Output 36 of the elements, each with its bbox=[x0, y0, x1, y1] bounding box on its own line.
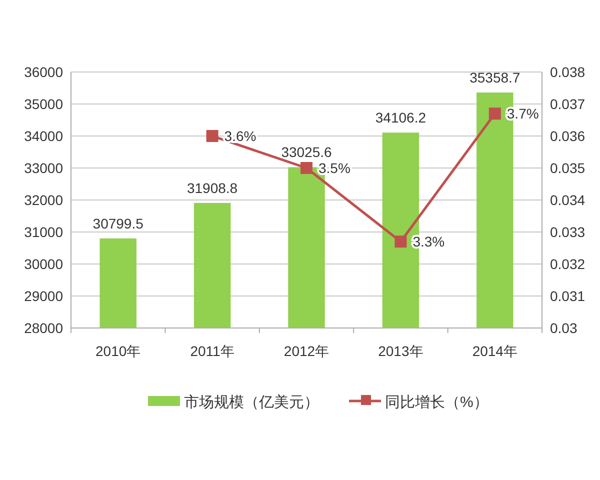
x-tick-label: 2012年 bbox=[284, 343, 330, 359]
y2-tick-label: 0.03 bbox=[550, 320, 578, 336]
y2-tick-label: 0.034 bbox=[550, 192, 586, 208]
y2-tick-label: 0.031 bbox=[550, 288, 586, 304]
x-tick-label: 2013年 bbox=[378, 343, 424, 359]
data-label: 34106.2 bbox=[375, 110, 426, 126]
y2-tick-label: 0.038 bbox=[550, 64, 586, 80]
data-label: 35358.7 bbox=[470, 70, 520, 86]
point bbox=[394, 236, 407, 248]
y-tick-label: 30000 bbox=[24, 256, 64, 272]
y-tick-label: 28000 bbox=[24, 320, 64, 336]
y-tick-label: 36000 bbox=[24, 64, 64, 80]
y2-tick-label: 0.033 bbox=[550, 224, 586, 240]
legend-label: 同比增长（%） bbox=[385, 394, 488, 411]
data-label: 31908.8 bbox=[186, 180, 238, 196]
legend-label: 市场规模（亿美元） bbox=[184, 394, 319, 411]
x-tick-label: 2010年 bbox=[96, 343, 141, 359]
data-label: 30799.5 bbox=[92, 215, 144, 232]
x-tick-label: 2011年 bbox=[190, 343, 234, 359]
y-tick-label: 33000 bbox=[24, 160, 64, 176]
y-tick-label: 35000 bbox=[24, 96, 64, 112]
data-label: 3.5% bbox=[318, 160, 350, 176]
y2-tick-label: 0.032 bbox=[550, 256, 586, 272]
point bbox=[206, 130, 218, 142]
point bbox=[300, 162, 312, 174]
y-tick-label: 29000 bbox=[24, 288, 64, 304]
y2-tick-label: 0.035 bbox=[550, 160, 586, 176]
data-label: 3.6% bbox=[224, 128, 256, 144]
point bbox=[488, 108, 501, 120]
y-tick-label: 32000 bbox=[24, 192, 64, 208]
y-tick-label: 31000 bbox=[24, 224, 64, 240]
y2-tick-label: 0.037 bbox=[550, 96, 586, 112]
y-tick-label: 34000 bbox=[24, 128, 64, 144]
x-tick-label: 2014年 bbox=[472, 343, 518, 359]
y2-tick-label: 0.036 bbox=[550, 128, 586, 144]
data-label: 33025.6 bbox=[281, 144, 332, 160]
